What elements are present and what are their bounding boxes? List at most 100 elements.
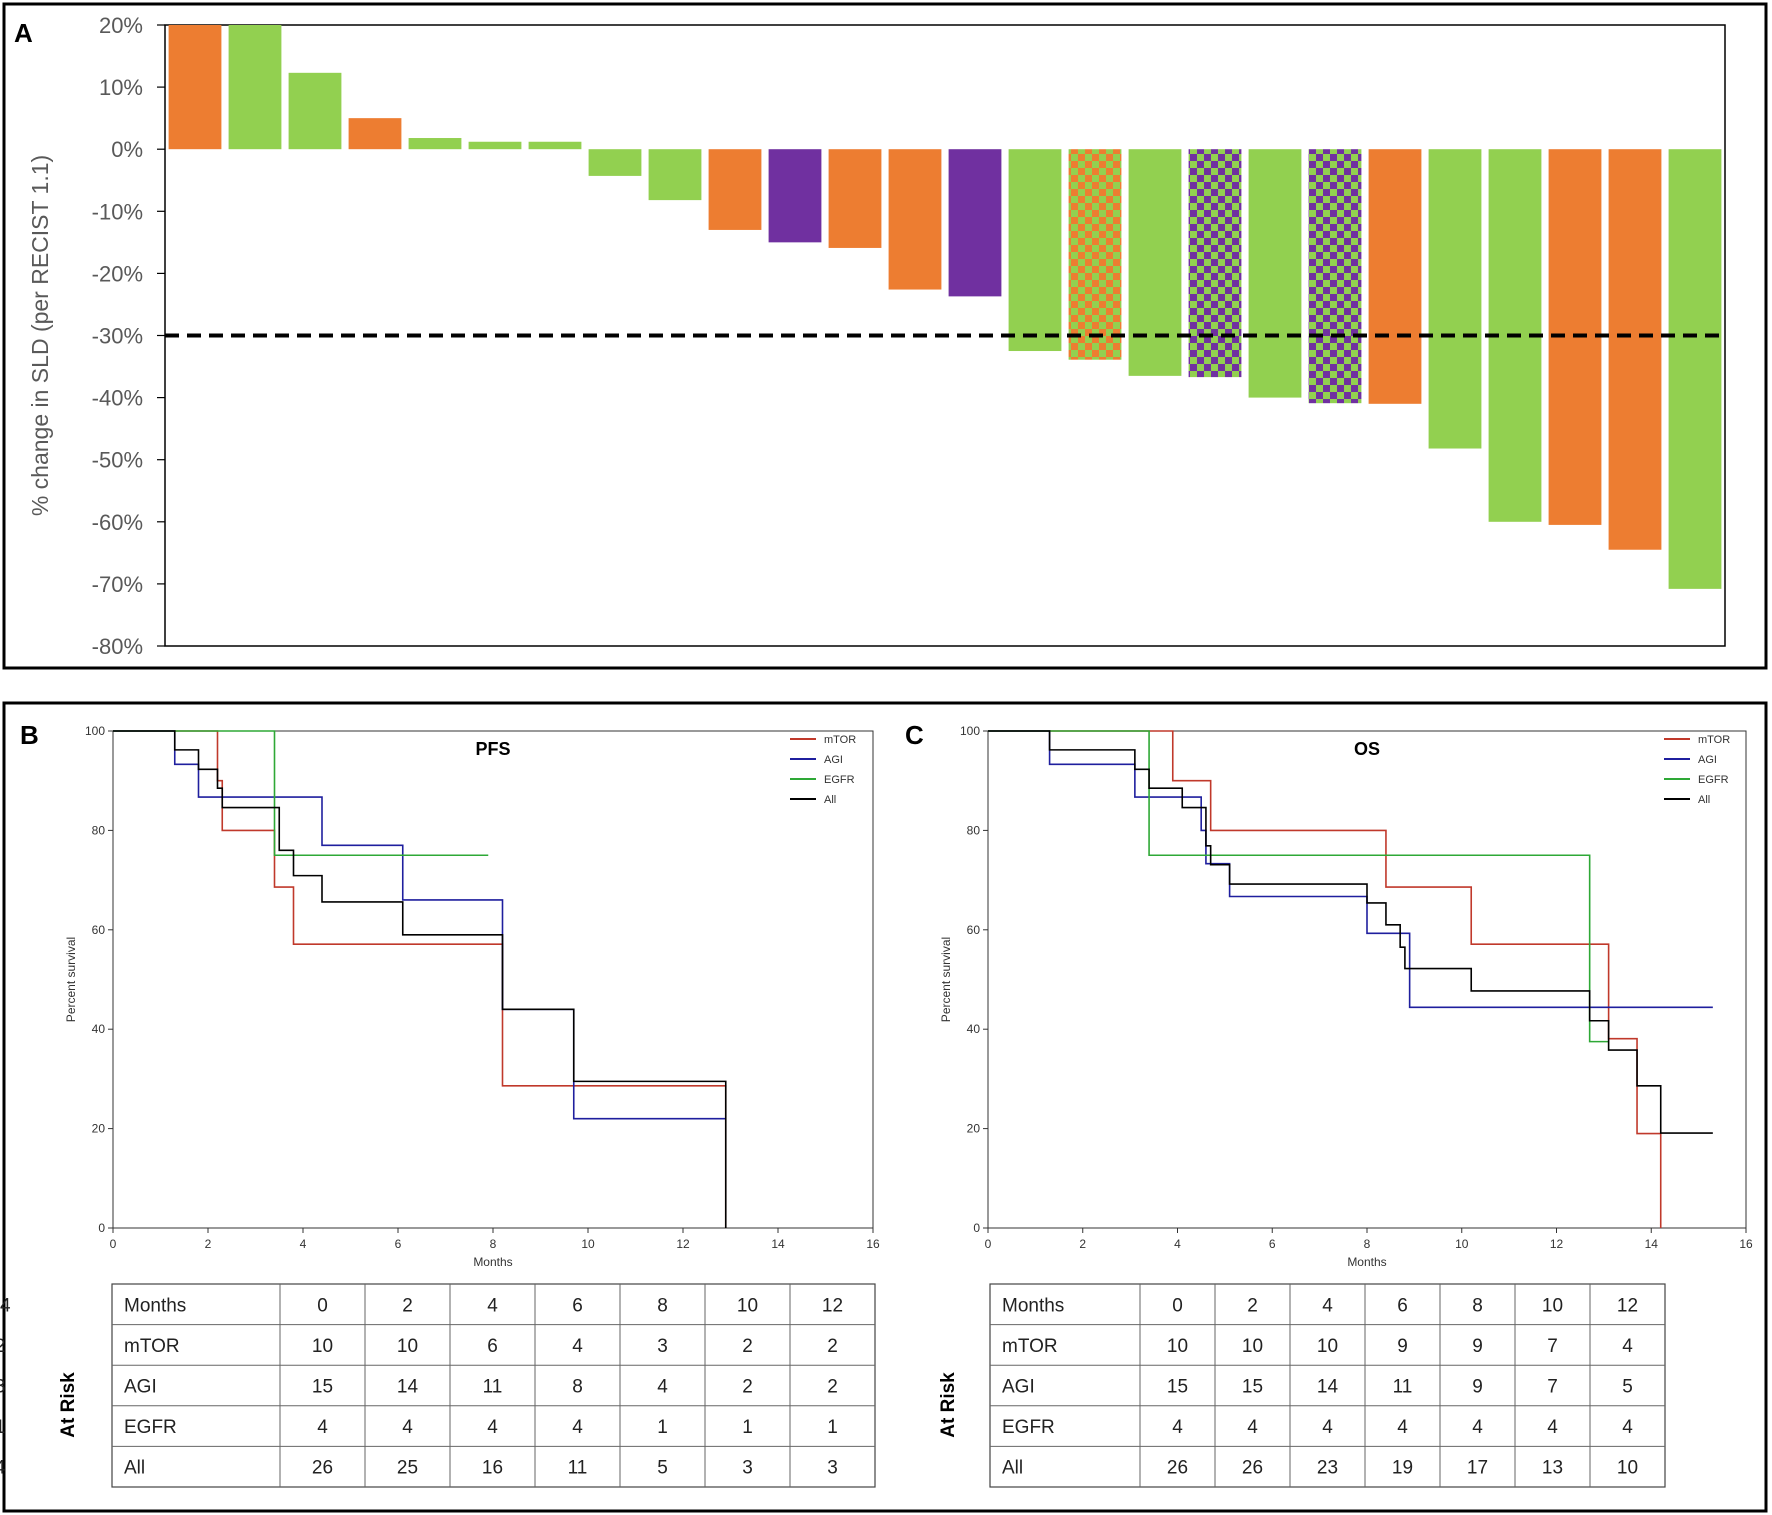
- os-legend-label: All: [1698, 794, 1710, 806]
- waterfall-bar: [1668, 149, 1722, 589]
- pfs-x-tick-label: 16: [866, 1237, 880, 1251]
- pfs-table-cell: 3: [742, 1458, 753, 1479]
- pfs-table-cell: 6: [572, 1295, 583, 1316]
- waterfall-y-tick-label: -60%: [92, 510, 143, 535]
- waterfall-bar: [828, 149, 882, 248]
- pfs-y-tick-label: 0: [98, 1221, 105, 1235]
- os-title: OS: [1354, 739, 1380, 759]
- waterfall-y-tick-label: -80%: [92, 634, 143, 659]
- pfs-table-cell: 1: [827, 1417, 838, 1438]
- waterfall-y-tick-label: -40%: [92, 386, 143, 411]
- panel-a-label: A: [14, 18, 33, 48]
- waterfall-y-tick-label: -50%: [92, 448, 143, 473]
- pfs-table-cell: 2: [827, 1336, 838, 1357]
- os-table-cell: 10: [1617, 1458, 1638, 1479]
- pfs-table-cell: 14: [397, 1377, 419, 1398]
- os-table-cell: 26: [1167, 1458, 1188, 1479]
- os-series-agi: [988, 730, 1713, 1009]
- pfs-y-tick-label: 20: [92, 1122, 106, 1136]
- os-table-row-label: AGI: [1002, 1377, 1035, 1398]
- os-x-tick-label: 6: [1269, 1237, 1276, 1251]
- pfs-x-tick-label: 4: [300, 1237, 307, 1251]
- os-at-risk-table: Months02468101214mTOR10101099742AGI15151…: [0, 1283, 1666, 1488]
- pfs-legend-label: AGI: [824, 754, 843, 766]
- pfs-table-cell: 4: [572, 1417, 583, 1438]
- os-table-cell: 10: [1167, 1336, 1188, 1357]
- os-table-cell: 9: [1397, 1336, 1408, 1357]
- os-x-tick-label: 0: [985, 1237, 992, 1251]
- os-table-cell: 10: [1242, 1336, 1263, 1357]
- os-legend-label: AGI: [1698, 754, 1717, 766]
- waterfall-bar: [1188, 149, 1242, 378]
- panel-bc-frame: [2, 701, 1768, 1513]
- pfs-y-tick-label: 60: [92, 923, 106, 937]
- waterfall-y-tick-label: -30%: [92, 324, 143, 349]
- os-km-chart: 0 2 4 6 8 10 12 14 16 0 20 40 60 80 100 Months Percent s…: [939, 724, 1753, 1269]
- os-table-cell: 3: [0, 1377, 5, 1398]
- pfs-table-cell: 4: [487, 1295, 498, 1316]
- os-x-tick-label: 8: [1364, 1237, 1371, 1251]
- os-table-cell: 12: [1617, 1295, 1638, 1316]
- pfs-legend-label: mTOR: [824, 734, 856, 746]
- os-table-cell: 4: [1172, 1417, 1183, 1438]
- pfs-table-cell: 8: [572, 1377, 583, 1398]
- waterfall-bar: [408, 138, 462, 150]
- pfs-table-row-label: All: [124, 1458, 145, 1479]
- os-x-tick-label: 14: [1645, 1237, 1659, 1251]
- waterfall-y-axis-title: % change in SLD (per RECIST 1.1): [27, 155, 53, 516]
- pfs-table-cell: 8: [657, 1295, 668, 1316]
- os-table-cell: 13: [1542, 1458, 1563, 1479]
- os-y-tick-label: 80: [967, 823, 981, 837]
- pfs-x-tick-label: 2: [205, 1237, 212, 1251]
- os-table-cell: 14: [0, 1295, 11, 1316]
- os-table-cell: 6: [1397, 1295, 1408, 1316]
- pfs-table-cell: 10: [312, 1336, 333, 1357]
- pfs-plot-area: [112, 730, 874, 1229]
- pfs-table-cell: 4: [657, 1377, 668, 1398]
- waterfall-bar: [708, 149, 762, 230]
- waterfall-bar: [228, 25, 282, 150]
- pfs-table-cell: 4: [402, 1417, 413, 1438]
- os-series-mtor: [988, 730, 1662, 1228]
- pfs-km-chart: 0 2 4 6 8 10 12 14 16 0 20 40 60 80 100 Months Percent s…: [64, 724, 880, 1269]
- os-y-tick-label: 60: [967, 923, 981, 937]
- os-table-cell: 9: [1472, 1336, 1483, 1357]
- os-table-cell: 2: [0, 1336, 5, 1357]
- waterfall-bar: [888, 149, 942, 290]
- pfs-table-cell: 10: [737, 1295, 758, 1316]
- os-table-border: [989, 1283, 1666, 1488]
- pfs-x-tick-label: 14: [771, 1237, 785, 1251]
- waterfall-bar: [1308, 149, 1362, 404]
- pfs-x-axis-title: Months: [473, 1255, 512, 1269]
- os-series-egfr: [988, 730, 1609, 1043]
- pfs-legend-label: EGFR: [824, 774, 855, 786]
- waterfall-bar: [588, 149, 642, 176]
- waterfall-bar: [768, 149, 822, 243]
- waterfall-bar: [1608, 149, 1662, 550]
- waterfall-y-tick-label: -20%: [92, 261, 143, 286]
- os-table-cell: 15: [1167, 1377, 1188, 1398]
- os-table-cell: 10: [1542, 1295, 1563, 1316]
- pfs-table-cell: 11: [568, 1458, 588, 1479]
- pfs-table-row-label: mTOR: [124, 1336, 180, 1357]
- pfs-table-cell: 2: [742, 1377, 753, 1398]
- panel-a-frame: [2, 2, 1768, 670]
- pfs-legend-label: All: [824, 794, 836, 806]
- os-y-tick-label: 100: [960, 724, 980, 738]
- pfs-table-row-label: AGI: [124, 1377, 157, 1398]
- os-table-cell: 11: [1393, 1377, 1413, 1398]
- os-x-tick-label: 4: [1174, 1237, 1181, 1251]
- os-x-axis-title: Months: [1347, 1255, 1386, 1269]
- waterfall-bar: [948, 149, 1002, 297]
- waterfall-bar: [528, 141, 582, 150]
- pfs-table-cell: 11: [483, 1377, 503, 1398]
- pfs-table-cell: 2: [402, 1295, 413, 1316]
- pfs-table-cell: 15: [312, 1377, 333, 1398]
- os-table-cell: 1: [0, 1417, 5, 1438]
- waterfall-bar: [648, 149, 702, 201]
- os-table-cell: 26: [1242, 1458, 1263, 1479]
- pfs-table-cell: 25: [397, 1458, 418, 1479]
- os-y-tick-label: 20: [967, 1122, 981, 1136]
- pfs-table-cell: 10: [397, 1336, 418, 1357]
